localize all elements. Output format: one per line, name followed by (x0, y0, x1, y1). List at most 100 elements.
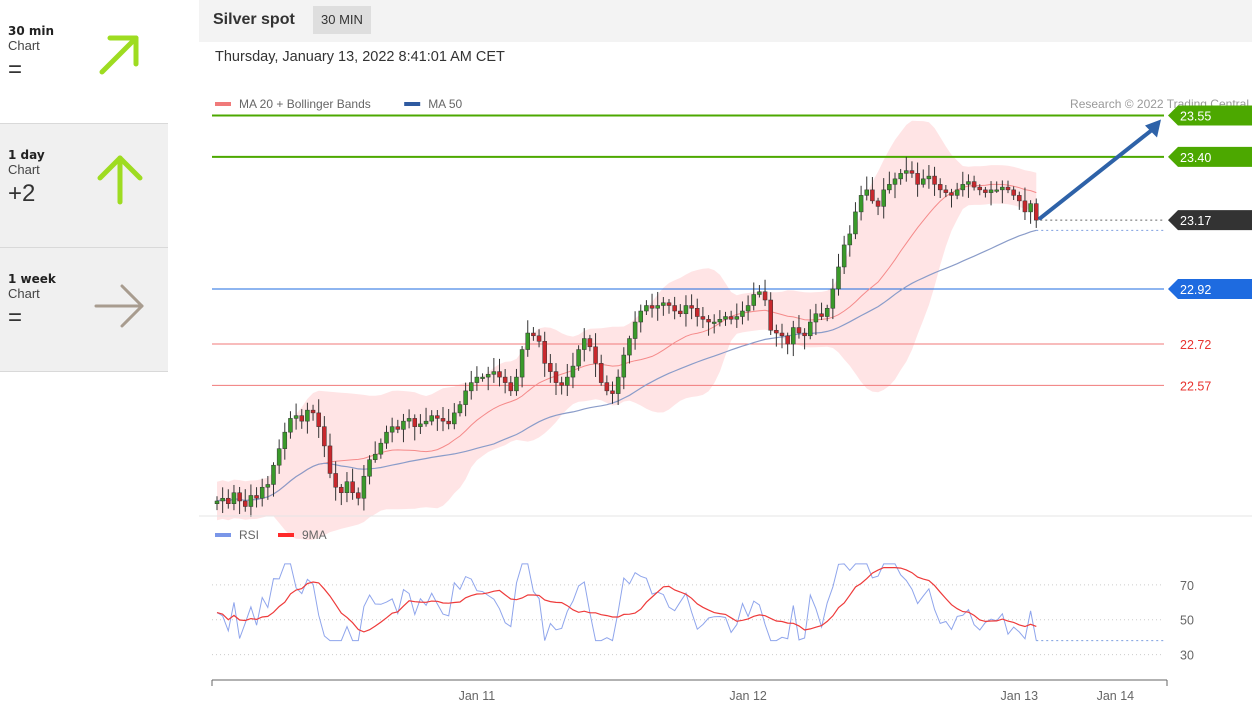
candle (542, 331, 547, 377)
candle-body (474, 376, 480, 383)
candle (604, 375, 610, 396)
candle-body (966, 181, 971, 185)
timeframe-30-min[interactable]: 30 min Chart = (0, 0, 168, 124)
rsi-line (216, 563, 1037, 642)
candle (412, 414, 417, 441)
candle (514, 368, 519, 396)
candle (322, 416, 327, 458)
candle-body (299, 415, 304, 422)
candle-body (870, 189, 875, 202)
rsi-tick-label: 30 (1180, 649, 1194, 663)
candle-body (887, 184, 892, 191)
candle (785, 332, 790, 355)
candle-body (751, 294, 756, 306)
candle-body (728, 316, 734, 320)
trend-arrow-icon (97, 155, 143, 205)
candle-body (435, 415, 440, 419)
x-axis: Jan 11 Jan 12 Jan 13 Jan 14 (211, 679, 1168, 703)
candle (1028, 200, 1033, 224)
candle (723, 311, 728, 326)
timeframe-1-week[interactable]: 1 week Chart = (0, 248, 168, 372)
candle-body (774, 330, 779, 334)
candle-body (813, 313, 819, 323)
candle (548, 354, 553, 383)
candle-body (644, 305, 649, 312)
candle-body (463, 390, 468, 405)
candle-body (248, 495, 254, 507)
candle (858, 185, 864, 221)
candle (649, 293, 655, 318)
candle-body (259, 486, 265, 499)
candle (779, 323, 785, 349)
candle (220, 487, 225, 514)
candle (491, 357, 497, 383)
candle-body (220, 497, 225, 502)
candle (435, 409, 440, 431)
candle-body (638, 310, 643, 323)
timeframe-kind: Chart (8, 162, 40, 177)
bollinger-band (217, 120, 1037, 540)
candle (915, 162, 920, 197)
candle-body (706, 319, 711, 323)
candle-body (858, 195, 864, 213)
candle-body (847, 233, 853, 246)
candle (259, 478, 265, 507)
candle-body (875, 200, 881, 207)
candle-body (497, 371, 502, 378)
x-tick-label: Jan 13 (1001, 689, 1039, 703)
candle (728, 310, 734, 325)
candle (943, 184, 949, 198)
candle (921, 169, 926, 188)
level-label: 22.72 (1180, 338, 1211, 352)
candle-body (548, 363, 553, 372)
candle-body (892, 178, 898, 185)
candle-body (519, 349, 525, 378)
candle (661, 297, 666, 316)
candle (971, 175, 977, 191)
candle (757, 285, 762, 298)
candle-body (406, 418, 412, 422)
candle (949, 188, 954, 208)
candle (288, 411, 293, 439)
candle (469, 370, 474, 400)
candle (988, 181, 994, 206)
candle (265, 475, 271, 500)
candle-body (316, 412, 321, 427)
candle-body (824, 308, 830, 317)
candle (966, 174, 971, 198)
candle-body (802, 332, 807, 337)
level-label: 23.55 (1180, 110, 1211, 124)
candle (519, 345, 525, 388)
interval-badge[interactable]: 30 MIN (313, 6, 371, 34)
candle-body (768, 299, 773, 331)
legend-swatch (215, 102, 231, 106)
timestamp: Thursday, January 13, 2022 8:41:01 AM CE… (215, 49, 505, 65)
candle-body (937, 184, 943, 191)
candle (621, 347, 627, 390)
candle (271, 462, 276, 497)
timeframe-score: +2 (8, 180, 36, 207)
timeframe-kind: Chart (8, 38, 40, 53)
timeframe-1-day[interactable]: 1 day Chart +2 (0, 124, 168, 248)
candle (316, 399, 321, 438)
candle-body (678, 310, 683, 315)
candle-body (836, 266, 841, 290)
candle-body (372, 453, 378, 460)
level-label: 23.40 (1180, 151, 1211, 165)
candle-body (943, 189, 949, 193)
candle (813, 303, 819, 336)
candle (666, 299, 672, 314)
chart-legend: MA 20 + Bollinger Bands MA 50 (215, 97, 463, 111)
candle (457, 400, 463, 417)
candle-body (949, 192, 954, 196)
timeframe-sidebar: 30 min Chart = 1 day Chart +2 1 week Chart = (0, 0, 168, 374)
candle (830, 278, 836, 320)
candle (711, 314, 717, 334)
candle (1005, 180, 1011, 194)
candle (418, 414, 423, 434)
candle (305, 402, 310, 434)
candle-body (740, 310, 745, 317)
candle-body (915, 173, 920, 185)
candle-body (491, 371, 497, 375)
candles (214, 156, 1039, 517)
